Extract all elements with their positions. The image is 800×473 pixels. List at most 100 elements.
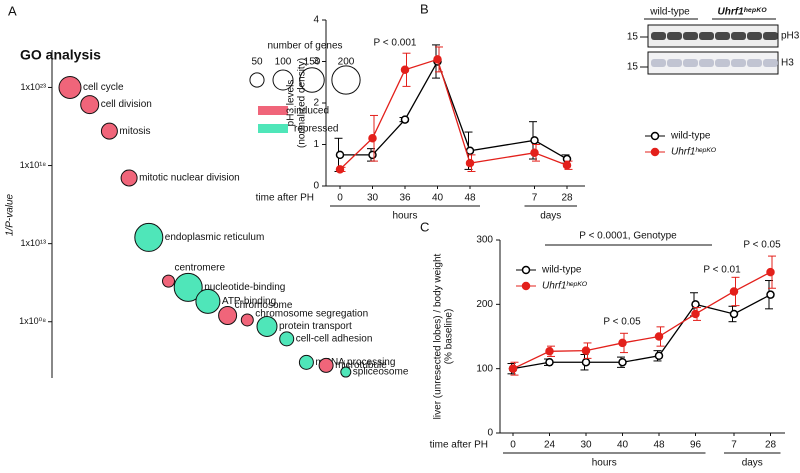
data-point bbox=[691, 300, 700, 309]
x-tick-label: 96 bbox=[690, 440, 702, 451]
data-point bbox=[465, 158, 475, 168]
data-point bbox=[654, 332, 664, 341]
data-point bbox=[465, 146, 475, 155]
group-label: days bbox=[540, 211, 561, 222]
blot-band bbox=[651, 59, 666, 67]
y-axis-label: pH3 levels bbox=[286, 80, 297, 127]
y-axis-label: (% baseline) bbox=[444, 309, 455, 365]
data-point bbox=[618, 338, 627, 348]
term-label: microtubule bbox=[335, 360, 387, 371]
data-point bbox=[729, 287, 739, 296]
data-point bbox=[581, 357, 591, 367]
size-legend-circle bbox=[331, 65, 361, 95]
size-legend-label: 100 bbox=[275, 57, 292, 68]
blot-band bbox=[715, 32, 730, 40]
term-label: mitotic nuclear division bbox=[139, 173, 240, 184]
y-tick-label: 0 bbox=[313, 181, 319, 192]
size-legend-label: 50 bbox=[251, 57, 263, 68]
x-tick-label: 0 bbox=[510, 440, 516, 451]
bubble bbox=[195, 288, 221, 314]
data-point bbox=[530, 136, 539, 145]
bubble bbox=[80, 95, 100, 115]
chart-title: GO analysis bbox=[20, 47, 101, 63]
x-tick-label: 36 bbox=[399, 193, 411, 204]
legend-label: induced bbox=[294, 106, 329, 117]
data-point bbox=[545, 347, 554, 356]
blot-band bbox=[747, 32, 762, 40]
blot-column: wild-type bbox=[649, 7, 690, 18]
y-tick-label: 1 bbox=[313, 139, 319, 150]
term-label: mitosis bbox=[119, 126, 150, 137]
x-axis-label: time after PH bbox=[256, 193, 314, 204]
data-point bbox=[530, 148, 539, 158]
annotation: P < 0.0001, Genotype bbox=[579, 231, 677, 242]
x-tick-label: 40 bbox=[432, 193, 444, 204]
size-legend-title: number of genes bbox=[267, 41, 342, 52]
blot-column: Uhrf1ʰᵉᵖᴷᴼ bbox=[718, 7, 767, 18]
bubble bbox=[318, 357, 334, 373]
panel-label: A bbox=[8, 3, 17, 18]
size-legend-label: 200 bbox=[338, 57, 355, 68]
series-line bbox=[512, 294, 771, 370]
data-point bbox=[729, 309, 739, 319]
y-tick-label: 1x10¹⁸ bbox=[20, 160, 47, 170]
y-tick-label: 0 bbox=[487, 428, 493, 439]
data-point bbox=[508, 364, 518, 373]
term-label: spliceosome bbox=[353, 367, 409, 378]
blot-band bbox=[731, 59, 746, 67]
bubble bbox=[256, 315, 278, 337]
data-point bbox=[766, 290, 775, 299]
x-tick-label: 28 bbox=[561, 193, 573, 204]
legend-label: repressed bbox=[294, 124, 338, 135]
term-label: chromosome bbox=[235, 300, 293, 311]
bubble bbox=[58, 75, 82, 99]
blot-band bbox=[763, 32, 778, 40]
x-axis-label: time after PH bbox=[430, 440, 488, 451]
term-label: cell-cell adhesion bbox=[296, 334, 373, 345]
term-label: nucleotide-binding bbox=[204, 282, 285, 293]
bubble bbox=[162, 274, 175, 288]
x-tick-label: 48 bbox=[464, 193, 476, 204]
y-tick-label: 2 bbox=[313, 98, 319, 109]
data-point bbox=[654, 351, 664, 361]
data-point bbox=[368, 134, 377, 143]
blot-marker: 15 bbox=[627, 32, 639, 43]
annotation: P < 0.01 bbox=[703, 265, 741, 276]
blot-row: pH3 bbox=[781, 31, 800, 42]
bubble bbox=[173, 272, 203, 302]
x-tick-label: 0 bbox=[337, 193, 343, 204]
data-point bbox=[400, 115, 410, 124]
legend-marker bbox=[521, 281, 531, 291]
bubble bbox=[340, 366, 352, 378]
y-tick-label: 200 bbox=[476, 299, 493, 310]
data-point bbox=[766, 267, 775, 277]
size-legend-circle bbox=[272, 69, 294, 91]
data-point bbox=[562, 161, 572, 170]
data-point bbox=[335, 165, 345, 174]
y-tick-label: 300 bbox=[476, 235, 493, 246]
legend-label: wild-type bbox=[670, 131, 711, 142]
data-point bbox=[335, 150, 345, 160]
legend-marker bbox=[521, 265, 531, 275]
y-tick-label: 1x10¹³ bbox=[20, 238, 46, 248]
blot-band bbox=[715, 59, 730, 67]
blot-band bbox=[747, 59, 762, 67]
data-point bbox=[581, 346, 591, 355]
data-point bbox=[368, 150, 377, 160]
panel-label: C bbox=[420, 219, 429, 234]
group-label: hours bbox=[592, 458, 617, 469]
term-label: endoplasmic reticulum bbox=[165, 232, 264, 243]
x-tick-label: 7 bbox=[731, 440, 737, 451]
term-label: mRNA processing bbox=[315, 357, 395, 368]
group-label: days bbox=[742, 458, 763, 469]
data-point bbox=[691, 309, 700, 319]
legend-label: wild-type bbox=[541, 265, 582, 276]
y-tick-label: 1x10⁰⁸ bbox=[19, 316, 46, 326]
group-label: hours bbox=[392, 211, 417, 222]
panel-label: B bbox=[420, 1, 429, 16]
annotation: P < 0.001 bbox=[374, 38, 417, 49]
data-point bbox=[545, 357, 554, 367]
bubble bbox=[134, 222, 164, 252]
blot-band bbox=[667, 32, 682, 40]
